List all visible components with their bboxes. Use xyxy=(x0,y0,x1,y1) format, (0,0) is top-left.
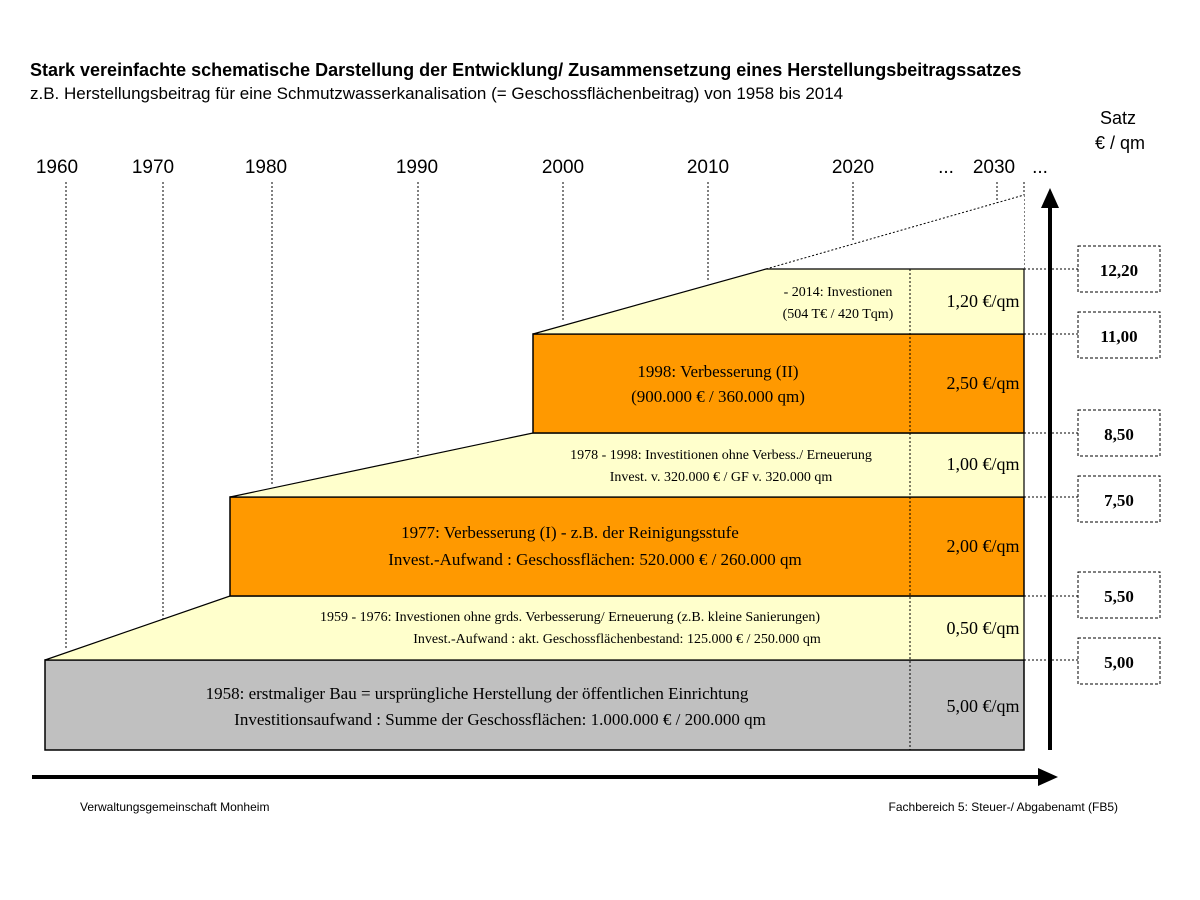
block-1977 xyxy=(229,496,1025,597)
year-label-2000: 2000 xyxy=(542,157,584,178)
year-label-1990: 1990 xyxy=(396,157,438,178)
horizontal-axis-arrow xyxy=(32,768,1058,786)
block-1977-line2: Invest.-Aufwand : Geschossflächen: 520.0… xyxy=(388,550,802,569)
block-1958-line2: Investitionsaufwand : Summe der Geschoss… xyxy=(234,710,766,729)
footer-left: Verwaltungsgemeinschaft Monheim xyxy=(80,800,269,814)
block-1998-rate: 2,50 €/qm xyxy=(946,373,1019,393)
cumulative-box-5-50 xyxy=(1077,571,1161,619)
cumulative-value-11-00: 11,00 xyxy=(1100,327,1137,346)
year-ellipsis-left: ... xyxy=(938,157,954,178)
page-subtitle: z.B. Herstellungsbeitrag für eine Schmut… xyxy=(30,84,843,103)
year-label-2010: 2010 xyxy=(687,157,729,178)
cumulative-leaders xyxy=(1024,268,1078,661)
block-1959-1976 xyxy=(44,595,1025,661)
block-1959-1976-line1: 1959 - 1976: Investionen ohne grds. Verb… xyxy=(320,610,820,625)
year-label-1960: 1960 xyxy=(36,157,78,178)
block-1998-line2: (900.000 € / 360.000 qm) xyxy=(631,387,805,406)
cumulative-box-11-00 xyxy=(1077,311,1161,359)
year-label-2020: 2020 xyxy=(832,157,874,178)
block-2014-line1: - 2014: Investionen xyxy=(784,285,893,300)
satz-unit-label: € / qm xyxy=(1095,133,1145,153)
cumulative-value-8-50: 8,50 xyxy=(1104,425,1134,444)
satz-label: Satz xyxy=(1100,108,1136,128)
cumulative-box-5-00 xyxy=(1077,637,1161,685)
cumulative-box-7-50 xyxy=(1077,475,1161,523)
year-guide-lines xyxy=(65,182,1025,650)
year-label-1980: 1980 xyxy=(245,157,287,178)
block-1998 xyxy=(532,333,1025,434)
cumulative-value-12-20: 12,20 xyxy=(1100,261,1138,280)
block-2014-rate: 1,20 €/qm xyxy=(946,291,1019,311)
block-1998-line1: 1998: Verbesserung (II) xyxy=(637,362,798,381)
year-label-1970: 1970 xyxy=(132,157,174,178)
block-1959-1976-line2: Invest.-Aufwand : akt. Geschossflächenbe… xyxy=(413,632,821,647)
year-ellipsis-right: ... xyxy=(1032,157,1048,178)
cumulative-boxes: 12,20 11,00 8,50 7,50 5,50 5,00 xyxy=(1077,245,1161,685)
block-1958-rate: 5,00 €/qm xyxy=(946,696,1019,716)
footer-right: Fachbereich 5: Steuer-/ Abgabenamt (FB5) xyxy=(889,800,1118,814)
cumulative-box-12-20 xyxy=(1077,245,1161,293)
block-1977-line1: 1977: Verbesserung (I) - z.B. der Reinig… xyxy=(401,523,739,542)
vertical-axis-arrow xyxy=(1041,188,1059,750)
page-title: Stark vereinfachte schematische Darstell… xyxy=(30,60,1021,80)
block-1978-1998 xyxy=(229,432,1025,498)
future-wedge xyxy=(765,194,1025,270)
block-2014-line2: (504 T€ / 420 Tqm) xyxy=(783,307,894,322)
year-label-2030: 2030 xyxy=(973,157,1015,178)
cumulative-box-8-50 xyxy=(1077,409,1161,457)
block-1978-1998-line1: 1978 - 1998: Investitionen ohne Verbess.… xyxy=(570,448,872,463)
cumulative-value-5-00: 5,00 xyxy=(1104,653,1134,672)
cumulative-value-5-50: 5,50 xyxy=(1104,587,1134,606)
block-1978-1998-rate: 1,00 €/qm xyxy=(946,454,1019,474)
cumulative-value-7-50: 7,50 xyxy=(1104,491,1134,510)
block-1977-rate: 2,00 €/qm xyxy=(946,536,1019,556)
block-1958-line1: 1958: erstmaliger Bau = ursprüngliche He… xyxy=(206,684,749,703)
block-1978-1998-line2: Invest. v. 320.000 € / GF v. 320.000 qm xyxy=(610,470,833,485)
block-1959-1976-rate: 0,50 €/qm xyxy=(946,618,1019,638)
block-1958 xyxy=(44,659,1025,751)
